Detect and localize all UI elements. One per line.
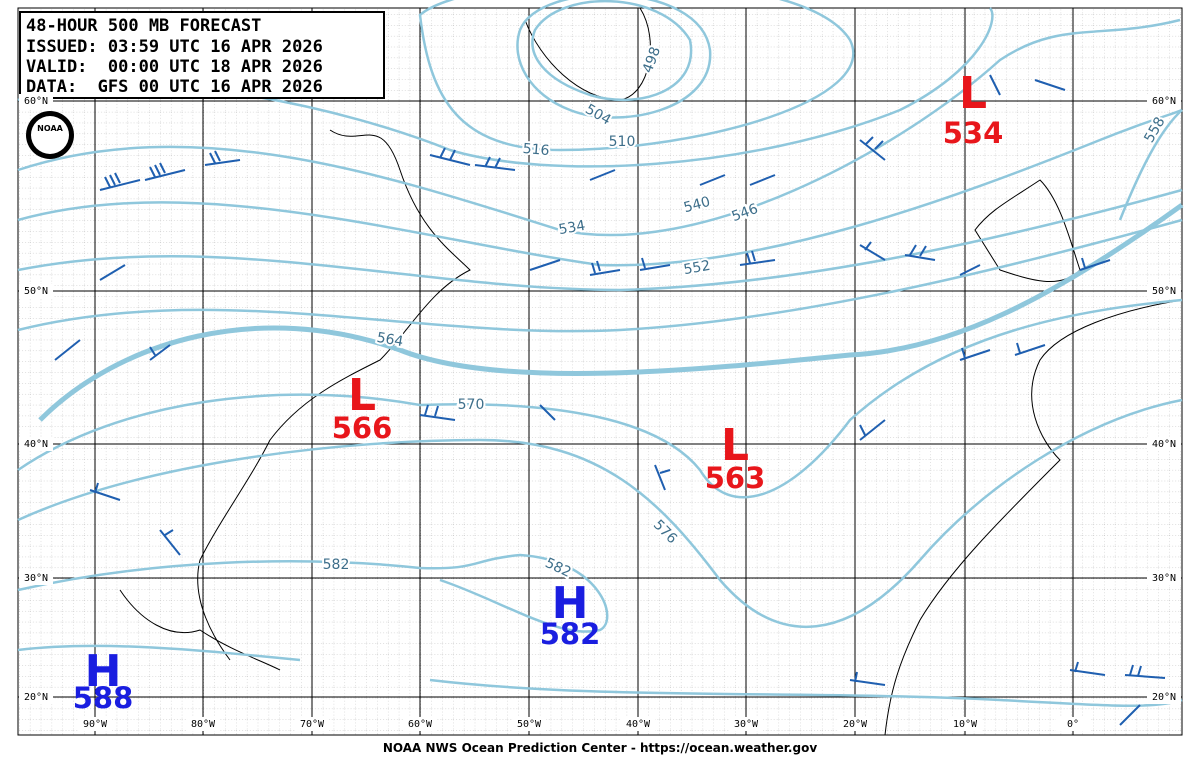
lon-label: 40°W xyxy=(626,719,651,730)
lon-label: 10°W xyxy=(953,719,978,730)
lon-label-box xyxy=(729,717,763,731)
header-line: 48-HOUR 500 MB FORECAST xyxy=(26,16,261,36)
lat-label: 20°N xyxy=(1152,692,1176,703)
header-line: VALID: 00:00 UTC 18 APR 2026 xyxy=(26,57,323,77)
lon-label: 80°W xyxy=(191,719,216,730)
footer: NOAA NWS Ocean Prediction Center - https… xyxy=(383,741,817,755)
lat-label-box xyxy=(1147,571,1181,585)
lat-label-box xyxy=(1147,94,1181,108)
contour-label: 582 xyxy=(323,557,350,573)
system-letter: H xyxy=(85,646,122,697)
lat-label-box xyxy=(19,437,53,451)
lon-label: 0° xyxy=(1067,719,1079,730)
lat-label: 60°N xyxy=(24,96,48,107)
lat-label-box xyxy=(19,284,53,298)
lon-label-box xyxy=(621,717,655,731)
contour-label: 510 xyxy=(609,134,636,150)
lat-label: 50°N xyxy=(24,286,48,297)
coastlines xyxy=(119,7,1183,736)
lat-label-box xyxy=(19,571,53,585)
contour-label: 516 xyxy=(522,141,550,159)
lon-label-box xyxy=(295,717,329,731)
header-line: DATA: GFS 00 UTC 16 APR 2026 xyxy=(26,77,323,97)
system-letter: L xyxy=(959,68,987,119)
lat-label: 20°N xyxy=(24,692,48,703)
lat-label-box xyxy=(19,690,53,704)
system-value: 534 xyxy=(943,116,1004,150)
system-value: 566 xyxy=(332,411,393,445)
lon-label: 70°W xyxy=(300,719,325,730)
lat-label: 30°N xyxy=(24,573,48,584)
lon-label-box xyxy=(78,717,112,731)
lon-label: 60°W xyxy=(408,719,433,730)
system-value: 582 xyxy=(540,617,601,651)
grid-labels: 60°N 60°N 50°N 50°N 40°N 40°N 30°N 30°N 20°N 20°N… xyxy=(19,94,1181,731)
lon-label-box xyxy=(948,717,982,731)
logo-text: NOAA xyxy=(37,124,63,133)
system-value: 588 xyxy=(73,681,134,715)
lon-label-box xyxy=(838,717,872,731)
noaa-logo: NOAA xyxy=(26,111,74,159)
lon-label: 50°W xyxy=(517,719,542,730)
lat-label-box xyxy=(1147,437,1181,451)
header-line: ISSUED: 03:59 UTC 16 APR 2026 xyxy=(26,37,323,57)
lon-label-box xyxy=(403,717,437,731)
wind-barbs xyxy=(54,74,1166,726)
lon-label: 20°W xyxy=(843,719,868,730)
contours xyxy=(17,0,1184,708)
lat-label-box xyxy=(19,94,53,108)
system-letter: H xyxy=(552,578,589,629)
lon-label-box xyxy=(512,717,546,731)
lat-label: 40°N xyxy=(24,439,48,450)
graticule xyxy=(18,8,1182,735)
lat-label: 60°N xyxy=(1152,96,1176,107)
lat-label: 40°N xyxy=(1152,439,1176,450)
lat-label: 30°N xyxy=(1152,573,1176,584)
lon-label: 30°W xyxy=(734,719,759,730)
system-value: 563 xyxy=(705,461,766,495)
header-box xyxy=(19,11,385,99)
lat-label-box xyxy=(1147,690,1181,704)
lat-label-box xyxy=(1147,284,1181,298)
lat-label: 50°N xyxy=(1152,286,1176,297)
contour-label: 570 xyxy=(458,397,485,413)
lon-label-box xyxy=(186,717,220,731)
system-letter: L xyxy=(721,420,749,471)
system-letter: L xyxy=(348,370,376,421)
lon-label-box xyxy=(1056,717,1090,731)
lon-label: 90°W xyxy=(83,719,108,730)
